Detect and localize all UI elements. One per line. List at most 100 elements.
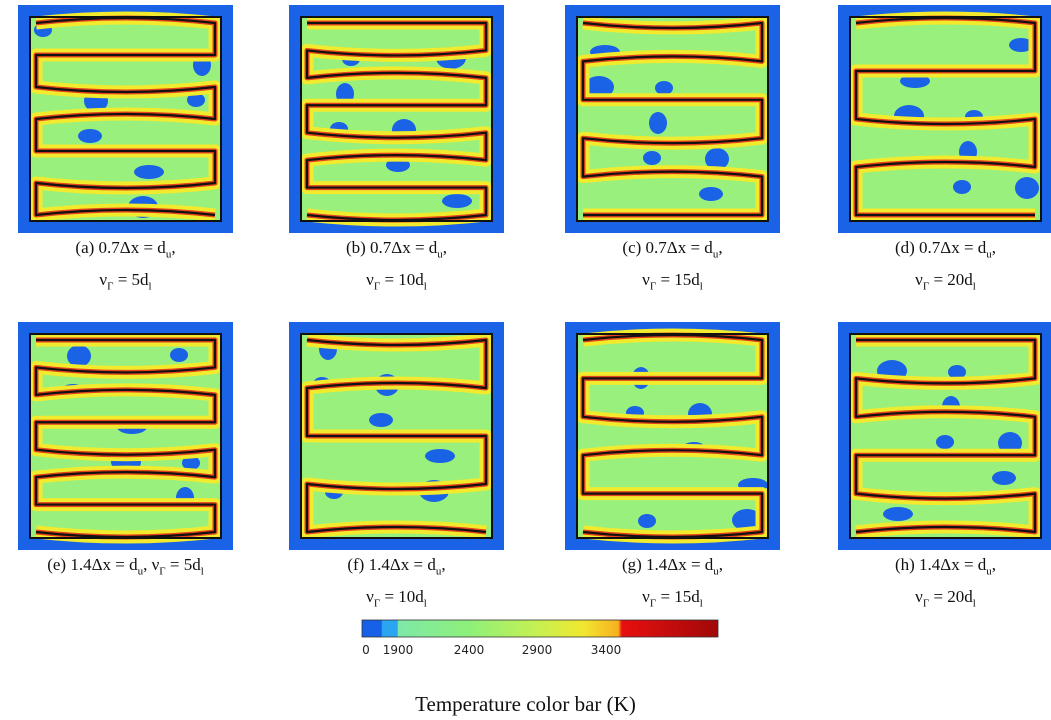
caption-text: = 15d (656, 587, 700, 607)
caption-line: νΓ = 10dl (249, 584, 544, 616)
subscript: l (699, 280, 703, 293)
caption-text: = 10d (380, 587, 424, 607)
panel-field (577, 334, 768, 538)
caption-line: νΓ = 15dl (525, 267, 820, 299)
subscript: Γ (373, 597, 381, 610)
panel-caption: (e) 1.4Δx = du, νΓ = 5dl (0, 552, 273, 584)
cold-region (953, 180, 971, 194)
scan-path (305, 21, 488, 222)
subscript: Γ (922, 597, 930, 610)
subscript: u (137, 565, 144, 578)
caption-text: (b) 0.7Δx = d (345, 238, 438, 257)
cold-region (134, 165, 164, 179)
cold-region (655, 81, 673, 95)
subscript: Γ (649, 597, 657, 610)
cold-region (649, 112, 667, 134)
panel-caption: (f) 1.4Δx = du, νΓ = 10dl (249, 552, 544, 617)
panel-border (576, 333, 769, 539)
cold-region (187, 93, 205, 107)
colorbar-tick: 0 (362, 643, 370, 657)
subscript: u (986, 248, 992, 261)
subscript: l (200, 565, 204, 578)
cold-region (699, 187, 723, 201)
subscript: u (986, 565, 992, 578)
subscript: l (148, 280, 152, 293)
caption-text: = 10d (380, 270, 424, 290)
caption-text: (a) 0.7Δx = d (75, 238, 166, 257)
subscript: l (972, 597, 976, 610)
panel-border (300, 16, 493, 222)
caption-line: (g) 1.4Δx = du, (525, 552, 820, 584)
caption-line: (c) 0.7Δx = du, (525, 235, 820, 267)
caption-line: (d) 0.7Δx = du, (798, 235, 1051, 267)
cold-region (643, 151, 661, 165)
panel-border (29, 333, 222, 539)
subscript: u (713, 565, 719, 578)
panel-caption: (a) 0.7Δx = du, νΓ = 5dl (0, 235, 273, 300)
caption-line: (b) 0.7Δx = du, (249, 235, 544, 267)
colorbar-tick: 3400 (590, 643, 622, 657)
subscript: l (699, 597, 703, 610)
subscript: l (972, 280, 976, 293)
cold-region (883, 507, 913, 521)
caption-text: , (991, 555, 997, 574)
panel-border (29, 16, 222, 222)
caption-text: , (442, 238, 448, 257)
panel-border (849, 16, 1042, 222)
subscript: Γ (107, 280, 114, 293)
caption-text: (h) 1.4Δx = d (894, 555, 987, 574)
caption-text: = 20d (929, 587, 973, 607)
cold-region (992, 471, 1016, 485)
colorbar-tick: 1900 (382, 643, 414, 657)
caption-text: = 20d (929, 270, 973, 290)
caption-text: , (991, 238, 997, 257)
caption-text: ν (366, 587, 374, 607)
caption-text: ν (642, 587, 650, 607)
cold-region (732, 509, 762, 531)
caption-text: (g) 1.4Δx = d (621, 555, 714, 574)
caption-text: = 5d (165, 555, 201, 574)
subscript: u (437, 248, 443, 261)
colorbar-caption: Temperature color bar (K) (415, 692, 636, 716)
caption-line: (f) 1.4Δx = du, (249, 552, 544, 584)
scan-path (854, 16, 1037, 217)
caption-line: νΓ = 20dl (798, 267, 1051, 299)
caption-text: , (441, 555, 446, 574)
cold-region (936, 435, 954, 449)
cold-region (584, 76, 614, 98)
caption-line: (a) 0.7Δx = du, (0, 235, 273, 267)
caption-text: , (718, 238, 723, 257)
panel-caption: (c) 0.7Δx = du, νΓ = 15dl (525, 235, 820, 300)
subscript: Γ (159, 565, 166, 578)
caption-text: ν (915, 270, 923, 290)
panel-border (849, 333, 1042, 539)
scan-path (581, 21, 764, 217)
caption-line: νΓ = 15dl (525, 584, 820, 616)
caption-text: , (171, 238, 176, 257)
colorbar-tick: 2900 (521, 643, 553, 657)
caption-line: νΓ = 20dl (798, 584, 1051, 616)
cold-region (705, 148, 729, 170)
cold-region (1009, 38, 1033, 52)
panel-caption: (d) 0.7Δx = du, νΓ = 20dl (798, 235, 1051, 300)
caption-line: νΓ = 5dl (0, 267, 273, 299)
caption-text: (f) 1.4Δx = d (347, 555, 436, 574)
scan-path (305, 338, 488, 534)
subscript: l (423, 280, 427, 293)
caption-text: , (718, 555, 724, 574)
cold-region (425, 449, 455, 463)
caption-text: (e) 1.4Δx = d (47, 555, 138, 574)
cold-region (1015, 177, 1039, 199)
subscript: u (435, 565, 442, 578)
panel-caption: (b) 0.7Δx = du, νΓ = 10dl (249, 235, 544, 300)
cold-region (998, 432, 1022, 454)
subscript: u (712, 248, 719, 261)
caption-line: νΓ = 10dl (249, 267, 544, 299)
caption-text: ν (99, 270, 108, 290)
color-bar (361, 619, 719, 638)
scan-path (581, 333, 764, 539)
cold-region (182, 456, 200, 470)
caption-line: (h) 1.4Δx = du, (798, 552, 1051, 584)
